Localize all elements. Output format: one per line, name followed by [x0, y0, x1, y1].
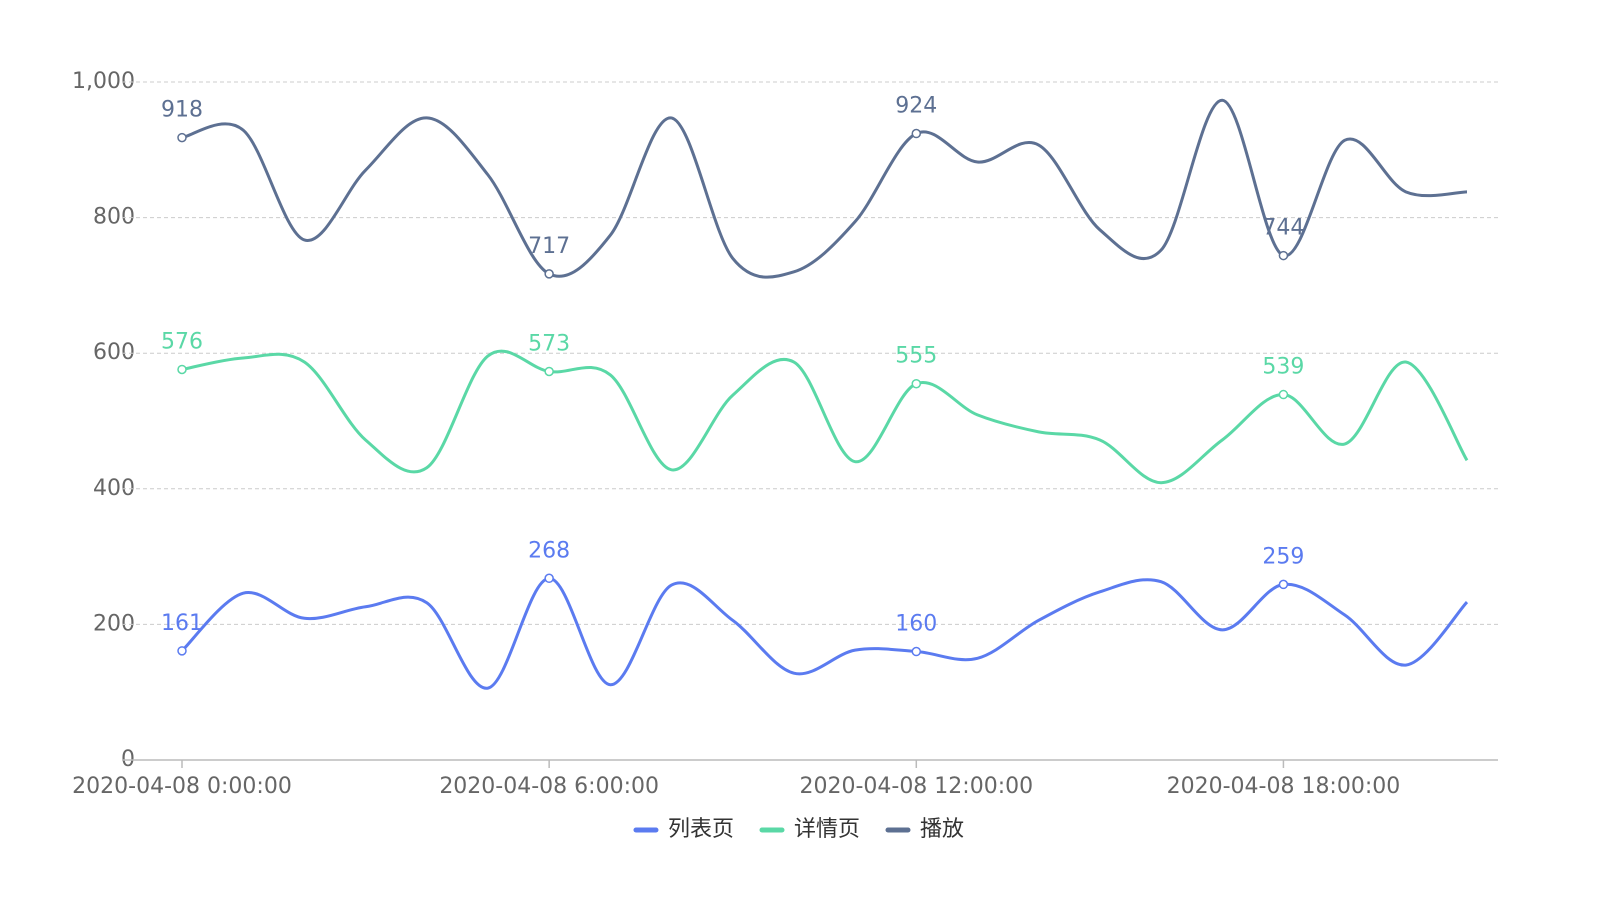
point	[544, 573, 554, 584]
x-tick-label: 2020-04-08 6:00:00	[439, 774, 659, 799]
data-label: 161	[161, 611, 203, 636]
series: 576 573 555 539	[161, 329, 1469, 485]
point	[177, 132, 187, 143]
data-label: 576	[161, 329, 203, 354]
legend-label: 详情页	[794, 817, 860, 842]
point	[1278, 250, 1289, 261]
series: 918 717 924 744	[161, 94, 1468, 279]
point	[1278, 389, 1289, 400]
series-line	[180, 576, 1469, 690]
point	[1278, 579, 1289, 590]
data-label: 717	[528, 234, 570, 259]
x-tick-label: 2020-04-08 12:00:00	[799, 774, 1033, 799]
data-label: 924	[895, 94, 937, 119]
point	[544, 366, 554, 377]
data-label: 573	[528, 332, 570, 357]
data-label: 160	[895, 612, 937, 637]
point	[177, 364, 187, 375]
y-tick-label: 200	[93, 611, 135, 636]
series-line	[181, 349, 1469, 485]
series: 161 268 160 259	[161, 538, 1469, 690]
legend-label: 播放	[920, 817, 964, 842]
point	[911, 378, 922, 389]
data-label: 744	[1262, 216, 1304, 241]
point	[177, 646, 187, 656]
point	[911, 128, 922, 139]
y-tick-label: 400	[93, 476, 135, 501]
legend: 列表页 详情页 播放	[633, 817, 964, 842]
x-tick-label: 2020-04-08 18:00:00	[1167, 774, 1401, 799]
data-label: 918	[161, 98, 203, 123]
data-label: 259	[1262, 544, 1304, 569]
point	[544, 269, 554, 279]
series-line	[181, 98, 1468, 279]
y-tick-label: 600	[93, 340, 135, 365]
x-tick-label: 2020-04-08 0:00:00	[72, 774, 292, 799]
legend-label: 列表页	[668, 817, 734, 842]
data-label: 268	[528, 538, 570, 563]
data-label: 555	[895, 344, 937, 369]
data-label: 539	[1262, 355, 1304, 380]
point	[911, 646, 922, 657]
y-tick-label: 800	[93, 205, 135, 230]
